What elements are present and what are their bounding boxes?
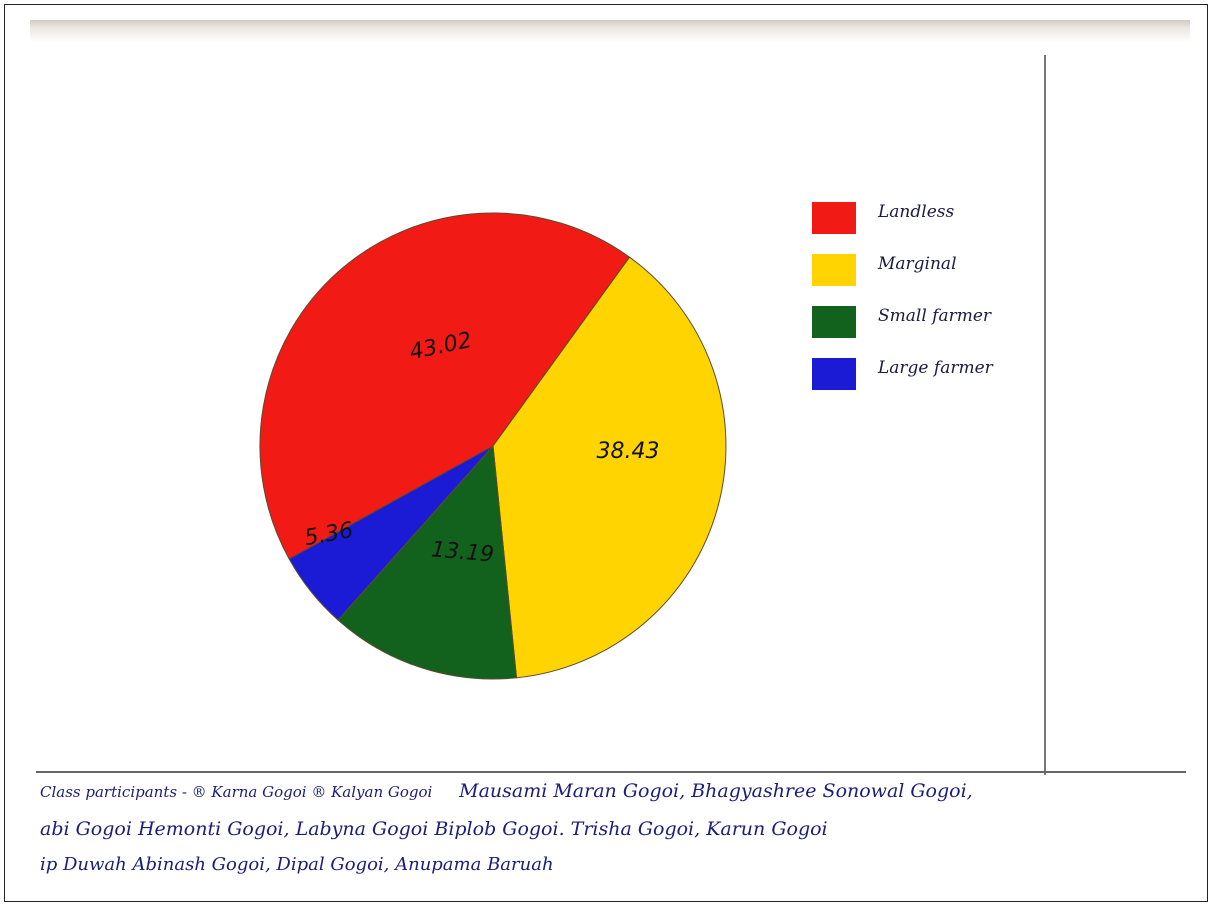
legend-item-large-farmer: Large farmer xyxy=(812,354,1042,390)
participants-note: Class participants - ® Karna Gogoi ® Kal… xyxy=(40,780,1190,886)
legend-label-marginal: Marginal xyxy=(878,254,957,274)
pie-slice-large-farmer xyxy=(288,445,494,621)
margin-line-horizontal xyxy=(36,771,1186,773)
legend-swatch-marginal xyxy=(812,254,856,286)
paper-shadow xyxy=(30,20,1190,42)
participants-line-2: abi Gogoi Hemonti Gogoi, Labyna Gogoi Bi… xyxy=(40,818,828,840)
pie-slice-small-farmer xyxy=(337,444,518,680)
legend-swatch-landless xyxy=(812,202,856,234)
participants-names-1: Mausami Maran Gogoi, Bhagyashree Sonowal… xyxy=(459,780,973,802)
legend-swatch-small-farmer xyxy=(812,306,856,338)
legend-label-small-farmer: Small farmer xyxy=(878,306,992,326)
pie-slice-marginal xyxy=(492,256,727,679)
slice-value-label: 38.43 xyxy=(597,439,660,464)
legend-item-marginal: Marginal xyxy=(812,250,1042,286)
slice-value-label: 13.19 xyxy=(430,537,495,567)
margin-line-vertical xyxy=(1044,55,1046,775)
legend-label-landless: Landless xyxy=(878,202,955,222)
legend-label-large-farmer: Large farmer xyxy=(878,358,993,378)
legend-item-small-farmer: Small farmer xyxy=(812,302,1042,338)
legend-swatch-large-farmer xyxy=(812,358,856,390)
participants-line-3: ip Duwah Abinash Gogoi, Dipal Gogoi, Anu… xyxy=(40,854,554,875)
pie-slice-landless xyxy=(259,212,631,560)
legend-item-landless: Landless xyxy=(812,198,1042,234)
participants-prefix: Class participants - ® Karna Gogoi ® Kal… xyxy=(40,783,433,801)
legend: Landless Marginal Small farmer Large far… xyxy=(812,198,1042,406)
participants-line-1: Class participants - ® Karna Gogoi ® Kal… xyxy=(40,780,1190,818)
page-border xyxy=(4,4,1208,902)
